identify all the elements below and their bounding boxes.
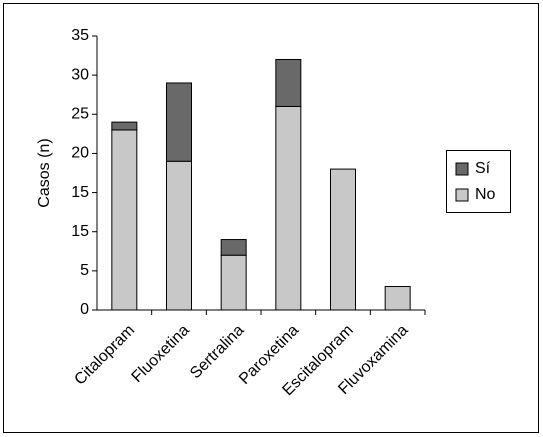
bar-segment <box>220 239 247 256</box>
y-tick-label: 15 <box>71 184 89 201</box>
bar-segment <box>384 286 411 311</box>
legend-label: No <box>475 186 496 203</box>
bar-segment <box>330 168 356 311</box>
bar-segment <box>111 129 138 311</box>
bar-segment <box>111 121 138 131</box>
y-tick-label: 5 <box>80 262 89 279</box>
legend-label: Sí <box>475 160 491 177</box>
y-tick-label: 15 <box>71 223 89 240</box>
y-tick-label: 30 <box>71 66 89 83</box>
bar-segment <box>275 58 302 107</box>
y-tick-label: 35 <box>71 27 89 44</box>
y-tick-label: 20 <box>71 145 89 162</box>
legend-swatch <box>455 188 469 202</box>
bar-segment <box>166 160 192 311</box>
legend-swatch <box>455 162 469 176</box>
y-axis-label: Casos (n) <box>36 138 53 207</box>
y-tick-label: 25 <box>71 106 89 123</box>
bar-segment <box>166 82 192 162</box>
bar-segment <box>275 105 302 311</box>
y-tick-label: 0 <box>80 301 89 318</box>
bar-segment <box>220 254 247 311</box>
legend-box <box>446 150 511 213</box>
